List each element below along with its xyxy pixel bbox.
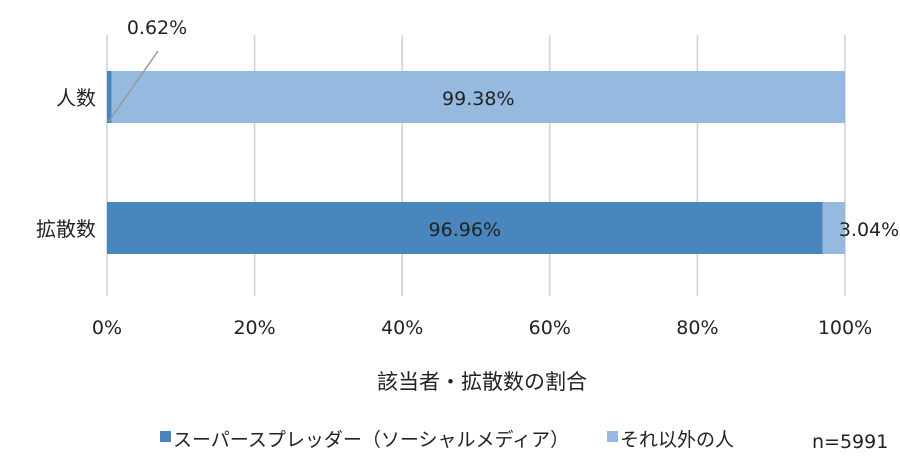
data-label: 0.62% [127,17,187,39]
x-tick-label: 0% [92,317,122,339]
x-axis-title: 該当者・拡散数の割合 [377,370,587,394]
legend: スーパースプレッダー（ソーシャルメディア） それ以外の人 [160,429,734,451]
y-category-label: 人数 [56,86,96,110]
x-tick-label: 80% [676,317,718,339]
x-tick-label: 40% [381,317,423,339]
sample-size-note: n=5991 [812,431,888,453]
y-category-label: 拡散数 [36,217,96,241]
bar-segment [107,71,112,123]
callout-leader-line [108,50,159,122]
x-tick-label: 20% [233,317,275,339]
bar-segment [822,202,845,254]
data-label: 96.96% [429,219,501,241]
bar-segment [107,202,823,254]
x-tick-label: 60% [529,317,571,339]
legend-label-others: それ以外の人 [620,429,734,451]
legend-swatch-others [607,431,618,442]
legend-label-superspreader: スーパースプレッダー（ソーシャルメディア） [173,429,569,451]
data-label: 99.38% [442,88,514,110]
bar-segment [111,71,845,123]
legend-swatch-superspreader [160,431,171,442]
x-tick-label: 100% [818,317,872,339]
data-label: 3.04% [839,219,899,241]
